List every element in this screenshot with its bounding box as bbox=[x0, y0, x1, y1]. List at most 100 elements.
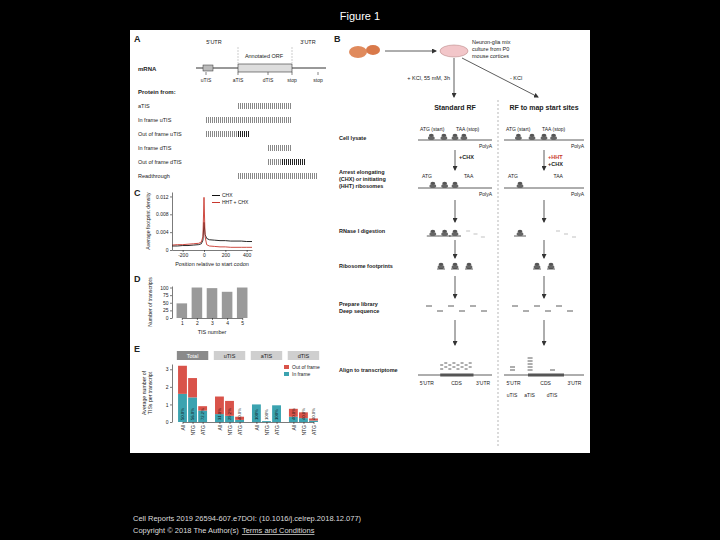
arrow bbox=[385, 51, 436, 52]
chart: C-200020040000.0040.0080.012Position rel… bbox=[134, 188, 253, 267]
arrow bbox=[454, 58, 455, 97]
title: Figure 1 bbox=[340, 10, 380, 22]
aligned-read bbox=[440, 369, 443, 370]
label: mRNA bbox=[138, 66, 157, 72]
axis: 0255075100 bbox=[160, 285, 172, 321]
chart: D123450255075100TIS numberNumber of tran… bbox=[134, 274, 247, 335]
ribosome bbox=[516, 134, 521, 137]
label: Standard RF bbox=[434, 104, 476, 111]
aligned-read bbox=[528, 367, 533, 368]
tick: 2 bbox=[196, 318, 199, 326]
bar-annotation: 40.0% bbox=[291, 408, 296, 420]
tick-mark bbox=[266, 422, 267, 424]
label: 5'UTR bbox=[206, 39, 221, 45]
ribosome bbox=[442, 230, 447, 233]
tick-label: 3 bbox=[166, 366, 169, 372]
bar-annotation: 100% bbox=[264, 409, 269, 420]
ribosome bbox=[530, 134, 535, 137]
tick-label: 2 bbox=[196, 320, 199, 326]
protein-bar bbox=[206, 117, 292, 123]
tick-mark bbox=[219, 422, 220, 424]
panel-label: E bbox=[134, 344, 140, 354]
tick-label: ATG bbox=[237, 425, 243, 435]
tick-label: 1 bbox=[181, 320, 184, 326]
orf bbox=[238, 64, 292, 72]
label: RF to map start sites bbox=[509, 104, 578, 112]
tick: 0 bbox=[203, 250, 206, 258]
bar-annotation: 29.2% bbox=[227, 408, 232, 420]
tick: NTG bbox=[301, 422, 307, 436]
legend-swatch bbox=[212, 195, 220, 196]
arrow bbox=[544, 150, 545, 170]
arrow bbox=[462, 58, 538, 97]
debris bbox=[572, 237, 576, 238]
tick-label: 5 bbox=[241, 320, 244, 326]
bar bbox=[222, 292, 233, 318]
bar bbox=[192, 288, 203, 318]
label: TAA bbox=[464, 173, 474, 179]
tick-mark bbox=[170, 250, 172, 251]
region-boundary bbox=[292, 47, 293, 63]
label: stop bbox=[287, 77, 297, 83]
tick: ATG bbox=[311, 422, 317, 435]
aligned-read bbox=[528, 361, 533, 362]
tick-label: All bbox=[291, 425, 297, 431]
tick: 25 bbox=[163, 307, 172, 313]
tick: 3 bbox=[211, 318, 214, 326]
label: aTIS bbox=[138, 103, 150, 109]
library-read bbox=[512, 306, 518, 307]
tick-label: 400 bbox=[243, 252, 252, 258]
label: (HHT) ribosomes bbox=[339, 183, 383, 189]
label: CDS bbox=[540, 380, 551, 386]
tick: 200 bbox=[222, 250, 231, 258]
footprint bbox=[465, 269, 473, 270]
aligned-read bbox=[528, 370, 533, 371]
label: In frame uTIS bbox=[138, 117, 172, 123]
ribosome bbox=[549, 263, 554, 266]
arrow bbox=[455, 276, 456, 298]
panel-label: A bbox=[134, 34, 141, 44]
footprint bbox=[533, 269, 541, 270]
ribosome bbox=[467, 263, 472, 266]
axis-title: TISs per transcript bbox=[147, 371, 153, 414]
tick: ATG bbox=[274, 422, 280, 435]
tick: 0 bbox=[166, 315, 172, 321]
axis-line bbox=[183, 422, 314, 423]
legend-entry: HHT + CHX bbox=[222, 199, 249, 205]
label: Annotated ORF bbox=[245, 53, 284, 59]
axis-title: TIS number bbox=[198, 329, 227, 335]
panel-label: D bbox=[134, 274, 141, 284]
label: 5'UTR bbox=[507, 380, 521, 386]
legend-entry: Out of frame bbox=[292, 364, 320, 370]
bar-annotation: 50.0% bbox=[180, 408, 185, 420]
label: Neuron-glia mix bbox=[472, 39, 511, 45]
tick-label: ATG bbox=[200, 425, 206, 435]
tick-mark bbox=[293, 422, 294, 424]
divider bbox=[498, 100, 499, 448]
tick: 100 bbox=[160, 285, 172, 291]
library-read bbox=[448, 306, 454, 307]
tick-label: 4 bbox=[226, 320, 229, 326]
ribosome bbox=[551, 134, 556, 137]
axis-line bbox=[172, 193, 173, 251]
tick-label: 50 bbox=[163, 300, 169, 306]
tick-mark bbox=[170, 369, 172, 370]
label: ATG bbox=[422, 173, 432, 179]
ribosome bbox=[453, 230, 458, 233]
tick: -200 bbox=[178, 250, 188, 258]
bar-annotation: 100% bbox=[274, 409, 279, 420]
axis-title: Number of transcripts bbox=[147, 277, 153, 327]
site-tick bbox=[292, 72, 293, 75]
label: Align to transcriptome bbox=[339, 367, 398, 373]
debris bbox=[564, 234, 568, 235]
panel-b: BNeuron-glia mixculture from P0mouse cor… bbox=[334, 34, 585, 448]
tick-mark bbox=[170, 232, 172, 233]
tick-mark bbox=[170, 295, 172, 296]
tick-mark bbox=[170, 214, 172, 215]
axis-title: Average footprint density bbox=[145, 192, 151, 250]
label: uTIS bbox=[507, 392, 518, 398]
aligned-read bbox=[448, 369, 451, 370]
tick: 4 bbox=[226, 318, 229, 326]
label: aTIS bbox=[524, 392, 535, 398]
protein-bar-shifted bbox=[238, 131, 250, 137]
